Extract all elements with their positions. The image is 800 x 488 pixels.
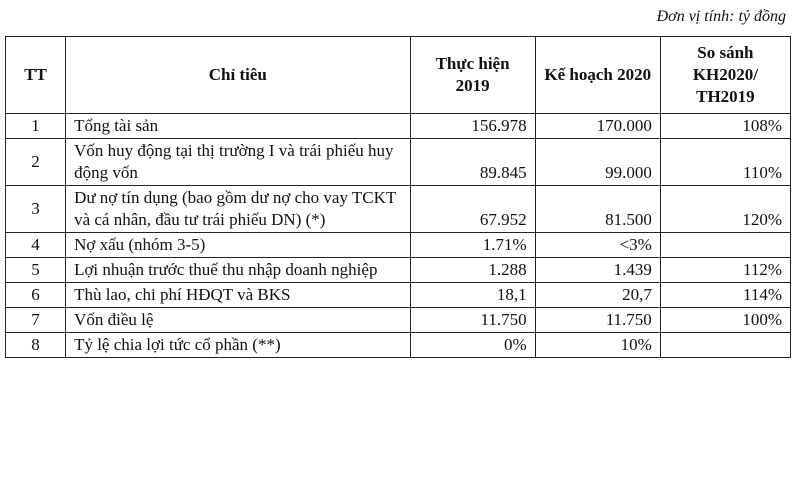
indicator-name: Lợi nhuận trước thuế thu nhập doanh nghi… (65, 257, 411, 283)
actual-2019: 1.288 (409, 257, 536, 283)
indicator-name: Vốn huy động tại thị trường I và trái ph… (65, 138, 411, 186)
row-number: 5 (4, 257, 67, 283)
plan-table: TT Chỉ tiêu Thực hiện 2019 Kế hoạch 2020… (4, 36, 792, 358)
actual-2019: 11.750 (409, 307, 536, 333)
comparison-ratio: 110% (659, 138, 792, 186)
indicator-name: Tổng tài sản (65, 113, 411, 139)
actual-2019: 156.978 (409, 113, 536, 139)
table-row: 5 Lợi nhuận trước thuế thu nhập doanh ngh… (4, 257, 792, 283)
unit-note: Đơn vị tính: tỷ đồng (656, 8, 786, 25)
table-row: 1 Tổng tài sản 156.978 170.000 108% (4, 113, 792, 139)
indicator-name: Dư nợ tín dụng (bao gồm dư nợ cho vay TC… (65, 185, 411, 233)
table-row: 2 Vốn huy động tại thị trường I và trái p… (4, 138, 792, 186)
comparison-ratio: 120% (659, 185, 792, 233)
actual-2019: 1.71% (409, 232, 536, 258)
row-number: 6 (4, 282, 67, 308)
comparison-ratio (659, 332, 792, 358)
plan-2020: 1.439 (534, 257, 661, 283)
indicator-name: Nợ xấu (nhóm 3-5) (65, 232, 411, 258)
table-row: 6 Thù lao, chi phí HĐQT và BKS 18,1 20,7 114… (4, 282, 792, 308)
header-actual-2019: Thực hiện 2019 (409, 36, 536, 114)
table-row: 7 Vốn điều lệ 11.750 11.750 100% (4, 307, 792, 333)
comparison-ratio: 108% (659, 113, 792, 139)
comparison-ratio: 114% (659, 282, 792, 308)
row-number: 4 (4, 232, 67, 258)
indicator-name: Vốn điều lệ (65, 307, 411, 333)
row-number: 8 (4, 332, 67, 358)
actual-2019: 0% (409, 332, 536, 358)
row-number: 1 (4, 113, 67, 139)
row-number: 2 (4, 138, 67, 186)
header-indicator: Chỉ tiêu (65, 36, 411, 114)
plan-2020: 99.000 (534, 138, 661, 186)
header-row: TT Chỉ tiêu Thực hiện 2019 Kế hoạch 2020… (4, 36, 792, 114)
plan-2020: 11.750 (534, 307, 661, 333)
actual-2019: 89.845 (409, 138, 536, 186)
plan-2020: <3% (534, 232, 661, 258)
header-plan-2020: Kế hoạch 2020 (534, 36, 661, 114)
comparison-ratio: 100% (659, 307, 792, 333)
header-comparison: So sánh KH2020/ TH2019 (659, 36, 792, 114)
plan-2020: 81.500 (534, 185, 661, 233)
indicator-name: Tỷ lệ chia lợi tức cổ phần (**) (65, 332, 411, 358)
table-row: 4 Nợ xấu (nhóm 3-5) 1.71% <3% (4, 232, 792, 258)
plan-2020: 20,7 (534, 282, 661, 308)
actual-2019: 18,1 (409, 282, 536, 308)
plan-2020: 170.000 (534, 113, 661, 139)
actual-2019: 67.952 (409, 185, 536, 233)
table-row: 3 Dư nợ tín dụng (bao gồm dư nợ cho vay T… (4, 185, 792, 233)
comparison-ratio: 112% (659, 257, 792, 283)
indicator-name: Thù lao, chi phí HĐQT và BKS (65, 282, 411, 308)
table-row: 8 Tỷ lệ chia lợi tức cổ phần (**) 0% 10% (4, 332, 792, 358)
plan-2020: 10% (534, 332, 661, 358)
comparison-ratio (659, 232, 792, 258)
header-tt: TT (4, 36, 67, 114)
row-number: 3 (4, 185, 67, 233)
row-number: 7 (4, 307, 67, 333)
